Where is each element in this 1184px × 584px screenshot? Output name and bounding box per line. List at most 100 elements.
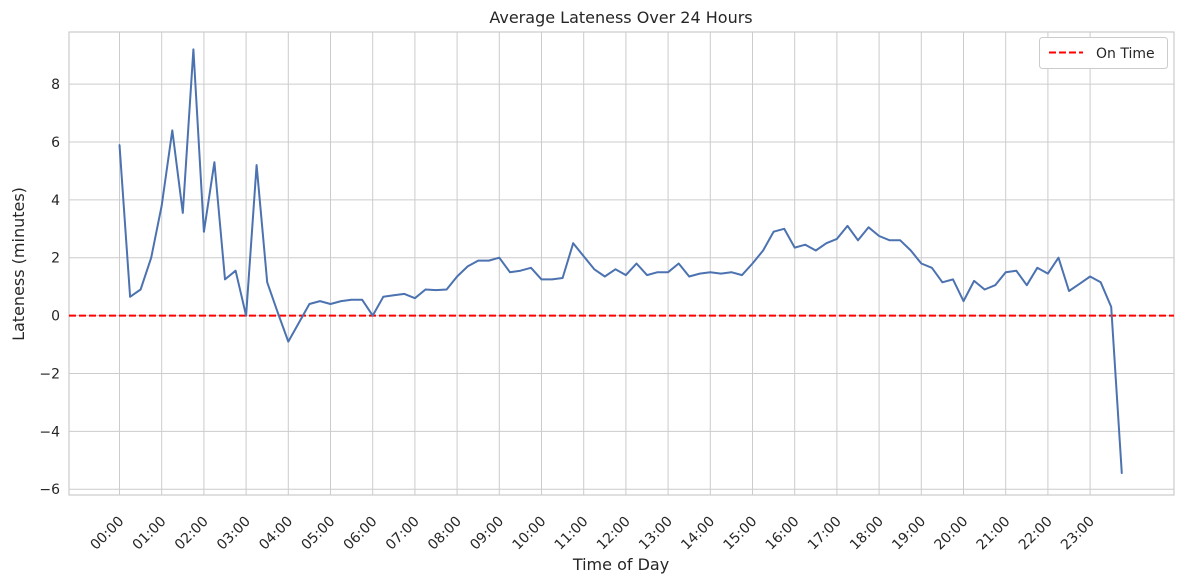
y-tick-label: 0	[51, 309, 60, 325]
data-point	[456, 275, 458, 278]
data-point	[150, 256, 152, 259]
y-axis-title: Lateness (minutes)	[9, 187, 28, 341]
legend: On Time	[1039, 37, 1168, 69]
data-point	[445, 288, 448, 291]
data-point	[561, 277, 564, 279]
data-point	[551, 278, 553, 281]
data-point	[857, 239, 859, 242]
data-point	[329, 303, 332, 305]
data-point	[1089, 275, 1091, 278]
data-point	[751, 262, 754, 265]
data-point	[698, 272, 701, 275]
data-point	[382, 295, 385, 298]
data-point	[720, 272, 722, 275]
data-point	[245, 314, 247, 317]
data-point	[593, 268, 596, 271]
data-point	[1036, 267, 1039, 269]
data-point	[572, 242, 574, 245]
data-point	[920, 262, 923, 265]
chart-title: Average Lateness Over 24 Hours	[489, 8, 752, 27]
data-point	[403, 293, 406, 295]
data-point	[867, 226, 870, 229]
data-point	[1057, 256, 1060, 259]
data-point	[350, 298, 353, 301]
data-point	[783, 227, 785, 230]
data-point	[1120, 472, 1123, 475]
data-point	[203, 230, 205, 233]
data-point	[815, 249, 817, 252]
data-point	[973, 280, 975, 282]
data-point	[635, 262, 638, 265]
data-point	[414, 297, 416, 300]
data-point	[793, 246, 796, 249]
data-point	[888, 239, 891, 242]
legend-label-on-time: On Time	[1096, 46, 1155, 62]
data-point	[519, 269, 522, 272]
data-point	[1110, 306, 1112, 308]
data-point	[276, 311, 279, 314]
data-point	[540, 278, 543, 281]
data-point	[371, 314, 374, 317]
x-axis-title: Time of Day	[572, 555, 669, 574]
data-point	[435, 289, 437, 291]
data-point	[909, 249, 912, 252]
data-point	[424, 288, 427, 291]
data-point	[688, 275, 690, 278]
data-point	[266, 281, 269, 284]
data-point	[393, 294, 395, 297]
data-point	[477, 259, 480, 262]
data-point	[298, 322, 300, 324]
data-point	[772, 230, 775, 233]
data-point	[234, 269, 237, 272]
data-point	[667, 271, 669, 273]
data-point	[604, 275, 606, 278]
data-point	[171, 129, 174, 132]
data-point	[129, 295, 131, 298]
data-point	[466, 265, 469, 268]
data-point	[139, 288, 142, 291]
data-point	[224, 278, 226, 281]
data-point	[846, 225, 849, 227]
data-point	[1026, 284, 1028, 287]
data-point	[730, 271, 733, 273]
data-point	[1068, 290, 1070, 292]
data-point	[1099, 281, 1102, 284]
data-point	[878, 235, 880, 237]
data-point	[1015, 269, 1018, 272]
y-tick-label: −4	[39, 424, 60, 440]
data-point	[255, 164, 258, 166]
data-point	[646, 274, 648, 276]
y-tick-label: 2	[51, 251, 60, 267]
data-point	[1078, 282, 1081, 285]
data-point	[677, 262, 680, 265]
y-tick-label: 8	[51, 77, 60, 93]
data-point	[941, 281, 944, 284]
legend-frame	[1039, 37, 1168, 69]
data-point	[319, 300, 321, 302]
data-point	[1047, 272, 1049, 275]
data-point	[361, 298, 363, 301]
data-point	[983, 288, 986, 291]
y-tick-label: −6	[39, 482, 60, 498]
data-point	[962, 300, 965, 302]
data-point	[994, 284, 996, 287]
data-point	[160, 204, 163, 207]
data-point	[118, 144, 121, 146]
data-point	[509, 271, 511, 273]
data-point	[498, 256, 501, 259]
data-point	[614, 268, 617, 271]
data-point	[287, 340, 290, 343]
data-point	[656, 271, 659, 273]
data-point	[340, 300, 342, 302]
data-point	[530, 267, 532, 269]
data-point	[762, 249, 764, 252]
data-point	[582, 255, 585, 258]
data-point	[308, 303, 311, 305]
y-tick-label: −2	[39, 366, 60, 382]
lateness-series-line	[118, 48, 1123, 474]
data-point	[709, 271, 712, 273]
plot-frame	[68, 31, 1175, 496]
data-point	[899, 239, 901, 242]
data-point	[952, 278, 954, 281]
